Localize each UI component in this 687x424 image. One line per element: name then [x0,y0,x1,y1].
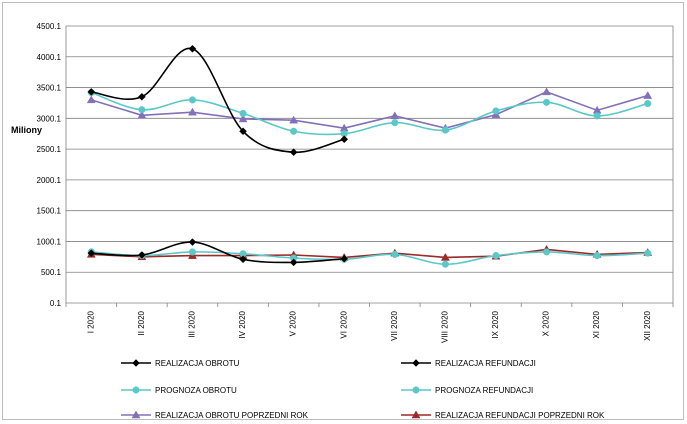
y-tick-label: 2000.1 [37,176,62,185]
data-point [411,410,421,419]
legend-item: REALIZACJA REFUNDACJI POPRZEDNI ROK [401,410,605,420]
x-axis-ticks: I 2020 II 2020 III 2020 IV 2020 V 2020 VI 202… [65,303,674,343]
data-point [290,127,298,135]
series-group [86,44,653,268]
grid-lines [65,25,674,304]
data-point [289,258,298,267]
legend-item: REALIZACJA OBROTU POPRZEDNI ROK [121,410,309,420]
legend-item: PROGNOZA OBROTU [121,386,237,395]
y-axis-ticks: 0.1 500.1 1000.1 1500.1 2000.1 2500.1 3000.1 35… [37,22,62,308]
y-axis-label: Miliony [11,125,42,135]
data-point [391,119,399,127]
x-tick-label: X 2020 [542,310,551,336]
legend-label: PROGNOZA REFUNDACJI [435,386,533,395]
chart-frame: 0.1 500.1 1000.1 1500.1 2000.1 2500.1 3000.1 35… [2,2,684,420]
series-line [91,251,648,266]
data-point [542,248,551,256]
data-point [239,255,247,264]
data-point [542,87,551,96]
x-tick-label: IV 2020 [238,310,247,338]
y-tick-label: 3500.1 [37,84,62,93]
data-point [188,238,197,246]
x-tick-label: VIII 2020 [440,310,449,343]
data-point [239,109,247,117]
line-chart: 0.1 500.1 1000.1 1500.1 2000.1 2500.1 3000.1 35… [11,22,674,420]
data-point [87,88,96,96]
y-tick-label: 3000.1 [37,114,62,123]
series-line [91,248,648,259]
x-tick-label: II 2020 [137,310,146,335]
data-point [188,248,197,256]
data-point [137,110,147,119]
x-tick-label: V 2020 [289,310,298,336]
data-point [340,254,349,263]
series-5 [86,87,653,132]
data-point [593,252,601,260]
legend-item: REALIZACJA REFUNDACJI [401,359,536,368]
data-point [87,249,96,257]
data-point [131,410,141,419]
data-point [138,106,146,114]
legend-item: REALIZACJA OBROTU [121,359,240,368]
x-tick-label: IX 2020 [491,310,500,338]
data-point [188,44,197,53]
data-point [441,126,449,134]
x-tick-label: VII 2020 [390,310,399,340]
legend-label: REALIZACJA REFUNDACJI [435,359,536,368]
data-point [188,107,197,116]
x-tick-label: I 2020 [86,310,95,333]
x-tick-label: III 2020 [188,310,197,337]
data-point [644,100,652,108]
legend-label: REALIZACJA OBROTU [155,359,240,368]
data-point [644,249,652,257]
x-tick-label: XI 2020 [592,310,601,338]
y-tick-label: 1000.1 [37,237,62,246]
legend-label: REALIZACJA OBROTU POPRZEDNI ROK [155,411,309,419]
series-2 [87,238,349,267]
series-1 [87,44,349,157]
y-tick-label: 2500.1 [37,145,62,154]
data-point [412,386,420,394]
data-point [593,112,601,120]
y-tick-label: 4000.1 [37,53,62,62]
legend-label: PROGNOZA OBROTU [155,386,237,395]
x-tick-label: XII 2020 [643,310,652,340]
data-point [188,96,197,104]
data-point [643,91,653,99]
data-point [86,95,96,104]
y-tick-label: 0.1 [50,299,62,308]
data-point [412,359,420,367]
x-tick-label: VI 2020 [339,310,348,338]
y-tick-label: 1500.1 [37,207,62,216]
data-point [441,260,449,268]
series-line [91,91,648,130]
series-line [91,91,648,136]
legend: REALIZACJA OBROTU REALIZACJA REFUNDACJI PR… [121,359,605,420]
data-point [238,114,248,123]
y-tick-label: 500.1 [41,268,62,277]
data-point [542,98,551,106]
data-point [391,250,399,258]
legend-item: PROGNOZA REFUNDACJI [401,386,533,395]
data-point [138,92,146,101]
series-3 [87,88,652,138]
legend-label: REALIZACJA REFUNDACJI POPRZEDNI ROK [435,411,605,419]
data-point [239,127,247,136]
data-point [132,386,140,394]
data-point [132,359,140,367]
data-point [138,251,146,259]
data-point [492,252,500,260]
data-point [440,252,450,261]
data-point [289,115,299,124]
data-point [289,148,298,157]
data-point [492,107,500,115]
series-line [91,47,345,153]
data-point [340,135,349,144]
data-point [390,111,400,120]
series-line [91,241,345,264]
y-tick-label: 4500.1 [37,22,62,31]
